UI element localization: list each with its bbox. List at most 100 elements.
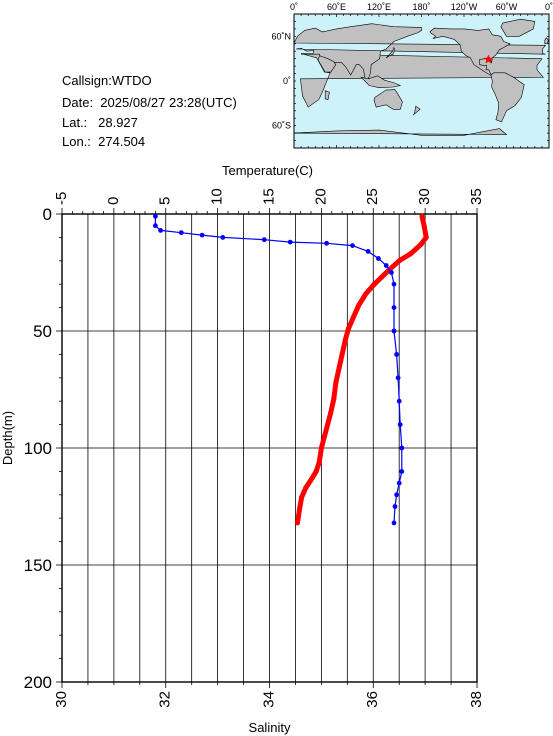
depth-tick-label: 0 [43, 205, 52, 224]
temperature-data-point [379, 274, 385, 280]
salinity-data-point [391, 305, 397, 310]
salinity-axis-title: Salinity [249, 720, 291, 735]
temperature-profile-line [295, 213, 429, 526]
temperature-data-point [408, 251, 414, 257]
map-lat-label: 60˚N [271, 31, 291, 41]
temperature-data-point [331, 396, 337, 402]
temperature-data-point [299, 494, 305, 500]
new-zealand-landmass [412, 105, 421, 116]
japan-landmass [385, 46, 395, 59]
temperature-tick-label: 20 [312, 188, 329, 205]
date-label: Date: 2025/08/27 23:28(UTC) [62, 95, 237, 110]
salinity-data-point [220, 235, 226, 240]
temperature-data-point [318, 445, 324, 451]
salinity-data-point [178, 230, 184, 236]
temperature-data-point [339, 351, 345, 357]
temperature-data-point [423, 234, 429, 240]
salinity-data-point [395, 375, 401, 381]
temperature-data-point [336, 365, 342, 371]
salinity-data-point [389, 270, 394, 275]
salinity-data-point [158, 228, 164, 233]
salinity-data-point [391, 328, 397, 334]
salinity-data-point [391, 520, 397, 526]
depth-tick-label: 100 [24, 439, 52, 458]
temperature-data-point [297, 506, 303, 512]
callsign-label: Callsign:WTDO [62, 73, 152, 88]
south-america-landmass [490, 72, 525, 123]
longitude-label: Lon.: 274.504 [62, 134, 146, 149]
temperature-data-point [356, 302, 362, 308]
map-lon-label: 0˚ [545, 2, 553, 12]
temperature-data-point [325, 422, 331, 428]
salinity-tick-label: 32 [157, 691, 174, 708]
temperature-data-point [328, 410, 334, 416]
depth-tick-label: 200 [24, 673, 52, 692]
salinity-data-point [399, 469, 405, 474]
salinity-data-point [376, 256, 381, 261]
salinity-data-point [199, 232, 205, 238]
temperature-tick-label: 5 [157, 197, 174, 205]
indonesia-landmass [360, 75, 402, 89]
temperature-data-point [303, 485, 309, 491]
madagascar-landmass [324, 90, 330, 100]
world-map: 0˚ 60˚E 120˚E 180˚ 120˚W 60˚W 0˚ 60˚N 0˚ 60˚S [271, 2, 553, 149]
temperature-tick-label: 0 [105, 197, 122, 205]
temperature-data-point [421, 223, 427, 229]
temperature-data-point [322, 433, 327, 439]
salinity-data-point [391, 281, 397, 287]
map-lon-label: 0˚ [290, 2, 298, 12]
temperature-data-point [371, 281, 377, 287]
salinity-data-point [394, 492, 399, 498]
temperature-tick-label: 15 [260, 188, 277, 205]
map-lon-label: 180˚ [412, 2, 430, 12]
depth-axis-title: Depth(m) [0, 411, 15, 465]
depth-tick-label: 50 [33, 322, 52, 341]
map-lon-label: 120˚E [367, 2, 391, 12]
map-lon-label: 120˚W [451, 2, 478, 12]
temperature-tick-label: 35 [468, 188, 485, 205]
salinity-tick-label: 38 [468, 691, 485, 708]
salinity-tick-label: 30 [53, 691, 70, 708]
map-lat-label: 0˚ [283, 76, 291, 86]
map-lat-label: 60˚S [272, 121, 291, 131]
salinity-data-point [396, 480, 402, 486]
australia-landmass [373, 88, 403, 110]
temperature-data-point [333, 380, 339, 385]
temperature-data-point [419, 213, 425, 219]
salinity-data-point [365, 249, 371, 254]
salinity-profile-line [154, 215, 403, 524]
salinity-data-point [397, 422, 403, 427]
temperature-data-point [363, 291, 369, 297]
temperature-tick-label: 25 [364, 188, 381, 205]
salinity-data-point [153, 213, 158, 219]
temperature-tick-label: 30 [416, 188, 433, 205]
salinity-data-point [394, 352, 399, 357]
salinity-data-point [287, 239, 293, 245]
salinity-data-point [396, 398, 402, 404]
temperature-data-point [351, 314, 356, 320]
eurasia-landmass [293, 23, 547, 81]
salinity-tick-label: 34 [260, 691, 277, 708]
station-marker-icon [483, 54, 494, 64]
temperature-data-point [295, 520, 300, 526]
depth-tick-label: 150 [24, 556, 52, 575]
temperature-data-point [342, 337, 348, 343]
temperature-axis-title: Temperature(C) [222, 163, 313, 178]
salinity-tick-label: 36 [364, 691, 381, 708]
salinity-data-point [350, 243, 355, 249]
temperature-data-point [316, 459, 322, 465]
temperature-tick-label: -5 [53, 192, 70, 205]
temperature-data-point [418, 241, 424, 247]
greenland-landmass [500, 18, 536, 37]
salinity-data-point [399, 445, 405, 451]
temperature-data-point [309, 475, 315, 481]
salinity-data-point [324, 240, 329, 246]
map-lon-label: 60˚W [496, 2, 518, 12]
north-america-landmass [429, 27, 511, 76]
arabia-landmass [317, 55, 337, 73]
salinity-data-point [261, 237, 267, 243]
temperature-data-point [396, 258, 402, 264]
temperature-data-point [313, 468, 319, 474]
